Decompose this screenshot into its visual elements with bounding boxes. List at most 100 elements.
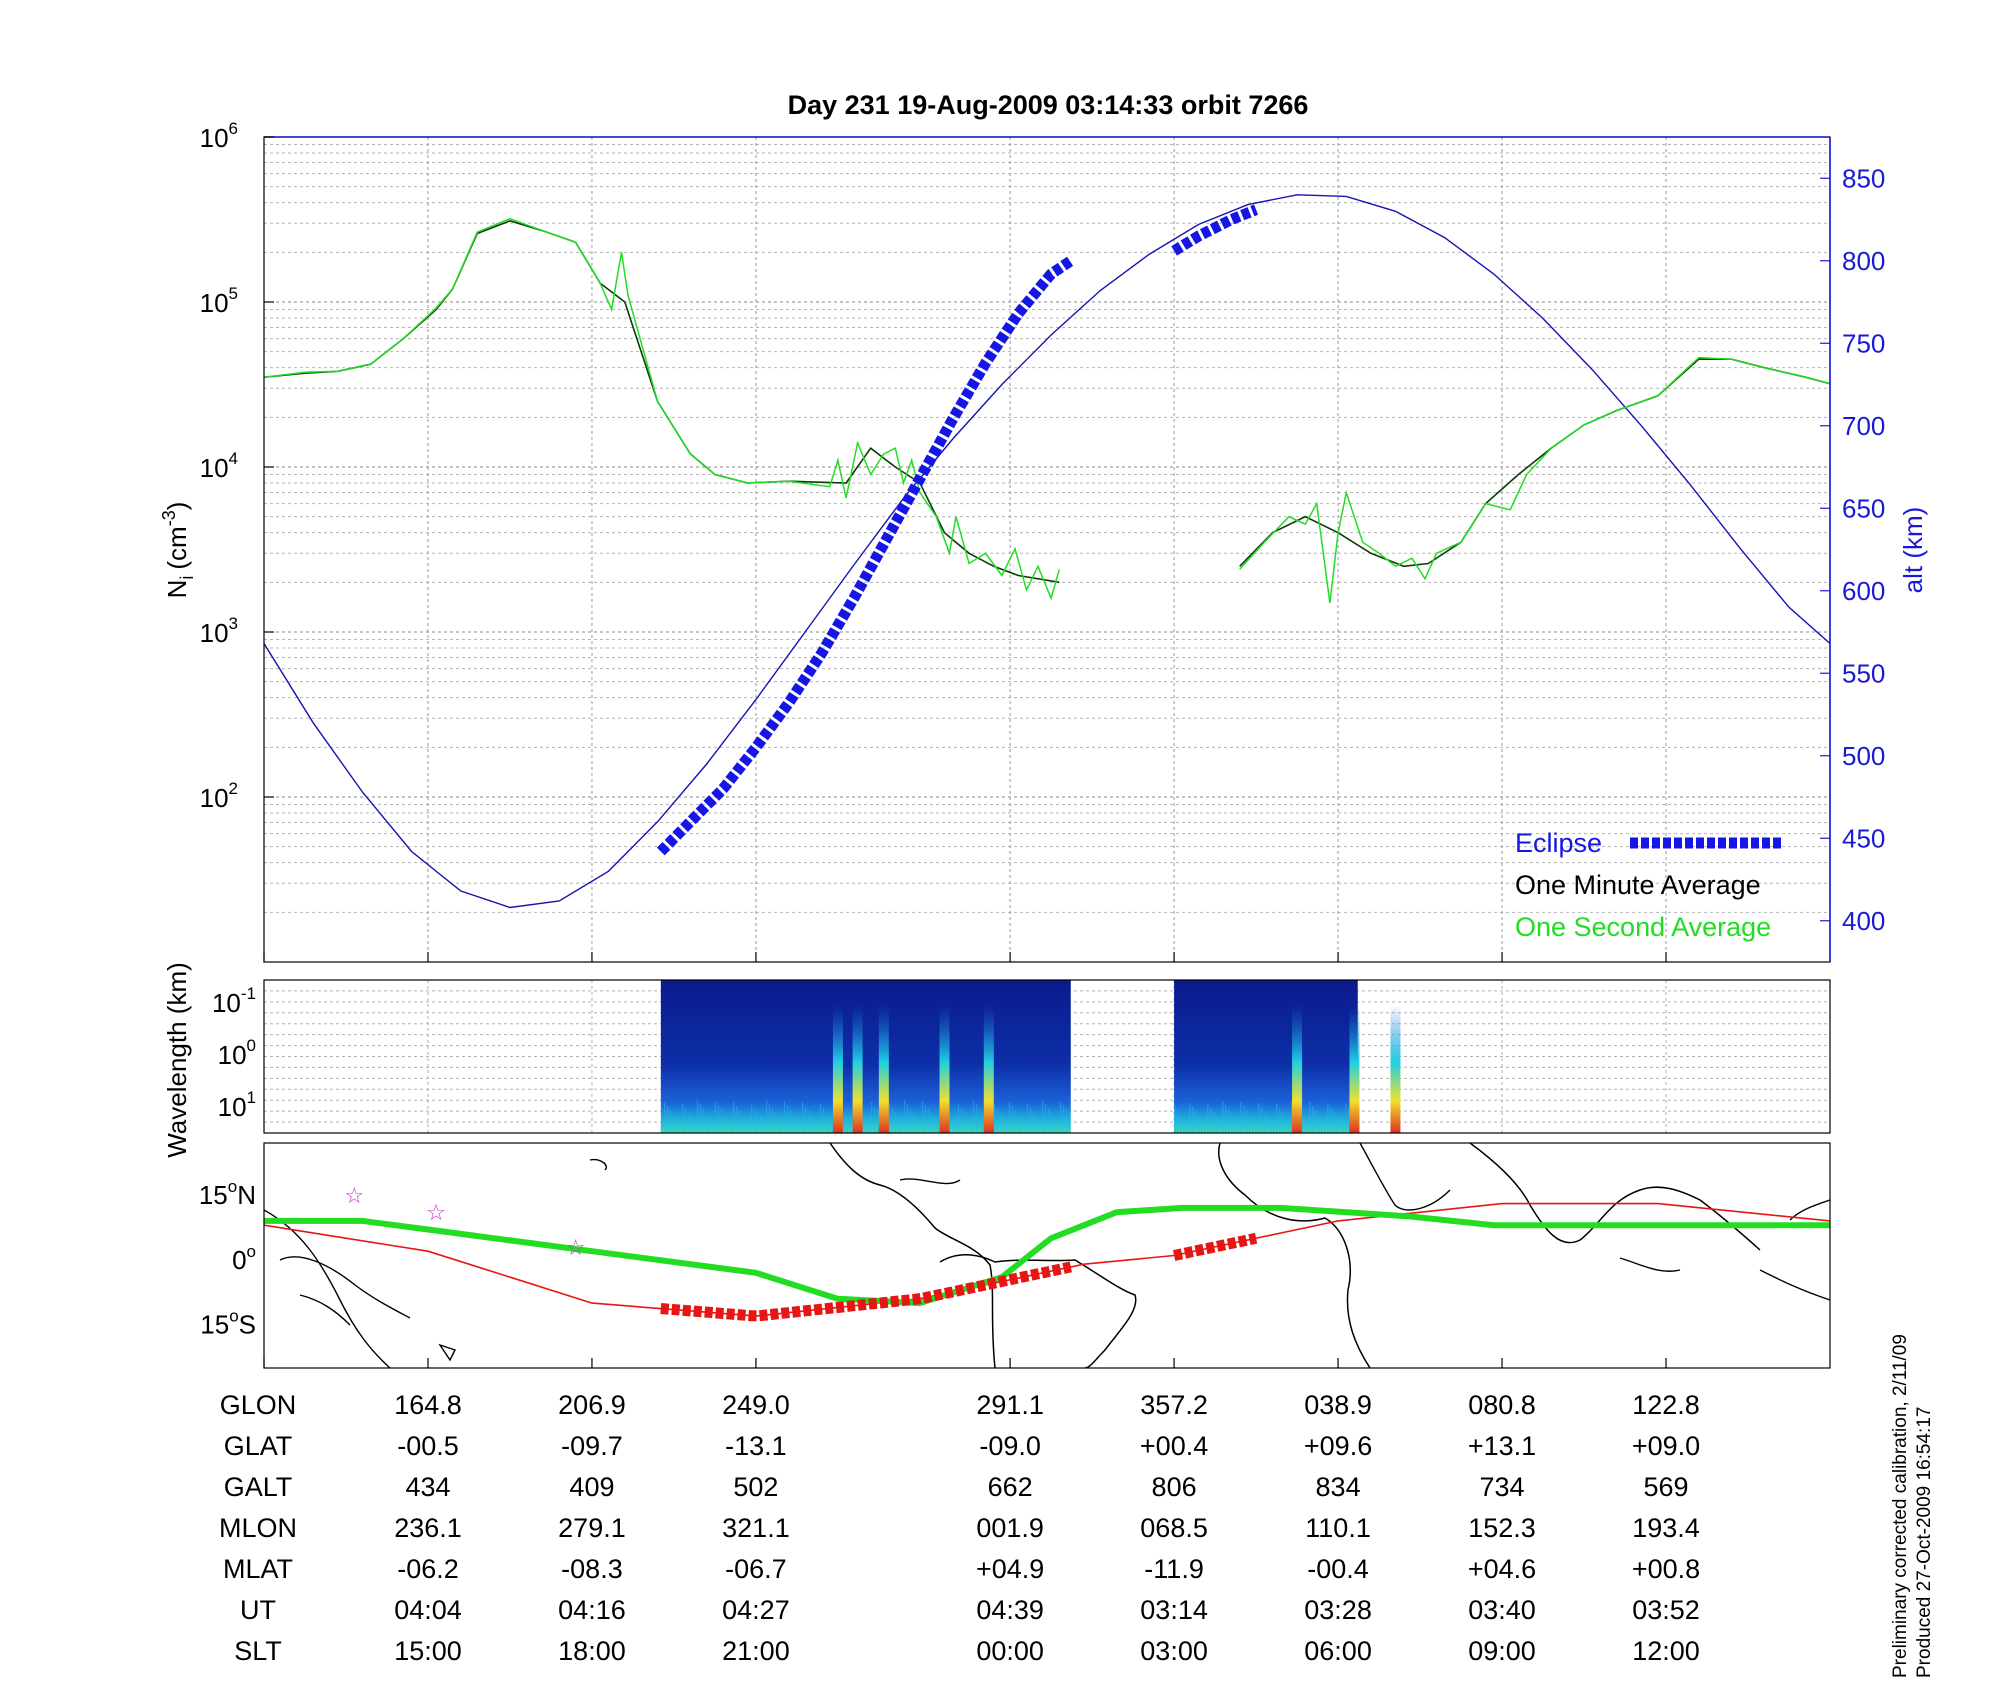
spec-stripe	[774, 1112, 777, 1133]
spec-stripe	[891, 1107, 894, 1133]
spec-stripe	[1252, 1117, 1254, 1133]
spec-stripe	[1342, 1122, 1344, 1133]
spec-stripe	[1174, 1105, 1176, 1133]
spec-stripe	[1210, 1107, 1212, 1133]
table-row-label: MLAT	[223, 1554, 293, 1584]
table-row-label: SLT	[234, 1636, 282, 1666]
table-cell: +00.8	[1632, 1554, 1700, 1584]
spec-hot-column	[832, 1005, 843, 1133]
spec-stripe	[1270, 1118, 1272, 1133]
spec-stripe	[768, 1104, 771, 1133]
table-cell: -09.7	[561, 1431, 623, 1461]
spec-stripe	[1249, 1113, 1251, 1133]
spec-stripe	[918, 1120, 921, 1133]
spec-stripe	[1023, 1122, 1026, 1133]
table-cell: 502	[733, 1472, 778, 1502]
spec-stripe	[819, 1103, 822, 1133]
spec-hot-column	[939, 1005, 950, 1133]
alt-tick-label: 800	[1842, 246, 1885, 276]
spec-stripe	[993, 1105, 996, 1133]
density-panel: 102 103 104 105 106 400 450 500 550 600 650 700 750…	[159, 119, 1928, 963]
spec-stripe	[810, 1114, 813, 1133]
spec-stripe	[816, 1122, 819, 1133]
table-cell: 00:00	[976, 1636, 1044, 1666]
spec-stripe	[849, 1120, 852, 1133]
spec-stripe	[696, 1100, 699, 1133]
table-cell: 080.8	[1468, 1390, 1536, 1420]
track-eclipse-segments	[660, 1232, 1258, 1322]
spec-stripe	[1195, 1110, 1197, 1133]
spec-stripe	[981, 1112, 984, 1133]
spec-stripe	[957, 1103, 960, 1133]
spec-stripe	[1339, 1118, 1341, 1133]
spec-stripe	[1279, 1107, 1281, 1133]
spec-stripe	[960, 1107, 963, 1133]
alt-tick-label: 500	[1842, 741, 1885, 771]
spec-stripe	[759, 1115, 762, 1133]
table-cell: 152.3	[1468, 1513, 1536, 1543]
spec-stripe	[897, 1115, 900, 1133]
spec-stripe	[1321, 1117, 1323, 1133]
spec-stripe	[1017, 1114, 1020, 1133]
spec-stripe	[1029, 1107, 1032, 1133]
spec-stripe	[756, 1111, 759, 1133]
spec-stripe	[1053, 1116, 1056, 1133]
table-cell: 04:27	[722, 1595, 790, 1625]
spec-stripe	[687, 1111, 690, 1133]
table-cell: 834	[1316, 1472, 1361, 1502]
alt-tick-label: 650	[1842, 493, 1885, 523]
table-cell: 206.9	[558, 1390, 626, 1420]
spec-stripe	[951, 1118, 954, 1133]
spec-stripe	[1044, 1104, 1047, 1133]
lat-tick-label: 15oS	[200, 1307, 256, 1340]
spec-stripe	[1050, 1112, 1053, 1133]
density-y-label: Ni(cm-3)	[159, 502, 197, 599]
spec-stripe	[1201, 1118, 1203, 1133]
density-time-gridlines	[263, 137, 1667, 962]
table-cell: -08.3	[561, 1554, 623, 1584]
spec-stripe	[1204, 1122, 1206, 1133]
spec-stripe	[843, 1112, 846, 1133]
spec-stripe	[915, 1116, 918, 1133]
spec-stripe	[933, 1117, 936, 1133]
table-cell: 03:28	[1304, 1595, 1372, 1625]
table-cell: 12:00	[1632, 1636, 1700, 1666]
spectrogram-y-label: Wavelength (km)	[162, 962, 192, 1158]
spec-stripe	[753, 1107, 756, 1133]
spec-stripe	[1333, 1110, 1335, 1133]
spec-stripe	[798, 1121, 801, 1133]
spec-stripe	[1327, 1102, 1329, 1133]
spec-stripe	[690, 1115, 693, 1133]
table-cell: 249.0	[722, 1390, 790, 1420]
spec-stripe	[804, 1106, 807, 1133]
spec-stripe	[684, 1107, 687, 1133]
table-cell: 21:00	[722, 1636, 790, 1666]
spec-hot-column	[983, 1005, 994, 1133]
legend-one-minute-label: One Minute Average	[1515, 870, 1761, 900]
spec-stripe	[1005, 1121, 1008, 1133]
table-row-label: GLON	[220, 1390, 297, 1420]
spec-stripe	[954, 1122, 957, 1133]
table-cell: 569	[1643, 1472, 1688, 1502]
spec-stripe	[1192, 1106, 1194, 1133]
spec-stripe	[729, 1121, 732, 1133]
spec-stripe	[1041, 1100, 1044, 1133]
table-cell: -11.9	[1144, 1554, 1204, 1584]
spec-stripe	[1246, 1109, 1248, 1133]
spec-stripe	[792, 1113, 795, 1133]
legend: Eclipse One Minute Average One Second Av…	[1515, 828, 1782, 942]
spec-stripe	[999, 1113, 1002, 1133]
spec-stripe	[675, 1118, 678, 1133]
spec-stripe	[975, 1104, 978, 1133]
spec-stripe	[828, 1115, 831, 1133]
spec-stripe	[1011, 1106, 1014, 1133]
map-panel: ☆ ☆ ☆ 15oN 0o 15oS	[199, 1142, 1831, 1369]
spec-tick-label: 10-1	[212, 984, 256, 1018]
spec-stripe	[1228, 1108, 1230, 1133]
spec-stripe	[1303, 1116, 1305, 1133]
spec-stripe	[1336, 1114, 1338, 1133]
spec-stripe	[921, 1101, 924, 1133]
spec-stripe	[1231, 1112, 1233, 1133]
produced-credit: Produced 27-Oct-2009 16:54:17	[1914, 1407, 1935, 1678]
satellite-track-line	[264, 1202, 1830, 1317]
